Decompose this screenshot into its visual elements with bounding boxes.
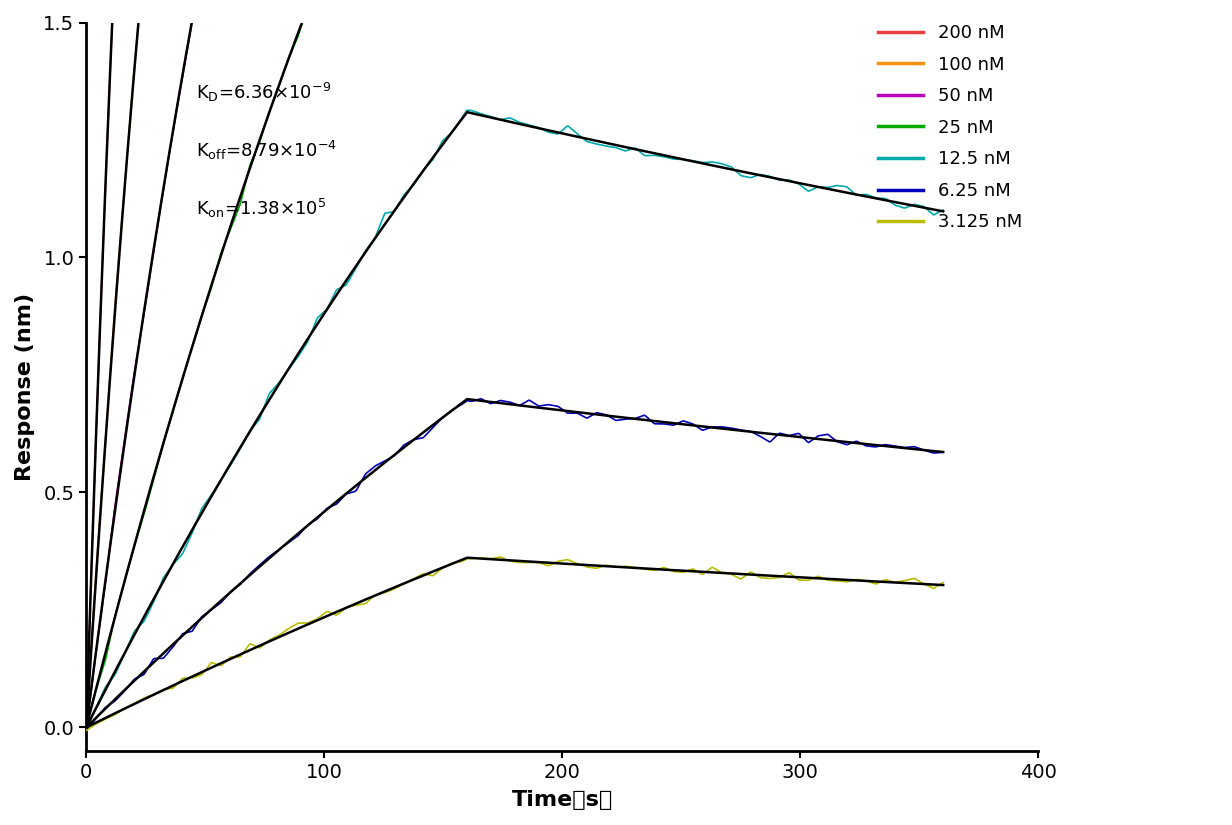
Legend: 200 nM, 100 nM, 50 nM, 25 nM, 12.5 nM, 6.25 nM, 3.125 nM: 200 nM, 100 nM, 50 nM, 25 nM, 12.5 nM, 6…	[871, 17, 1030, 238]
Text: K$_{\rm D}$=6.36×10$^{-9}$: K$_{\rm D}$=6.36×10$^{-9}$	[196, 81, 331, 104]
Text: K$_{\rm on}$=1.38×10$^{5}$: K$_{\rm on}$=1.38×10$^{5}$	[196, 197, 326, 220]
Text: K$_{\rm off}$=8.79×10$^{-4}$: K$_{\rm off}$=8.79×10$^{-4}$	[196, 139, 336, 163]
X-axis label: Time（s）: Time（s）	[511, 790, 614, 810]
Y-axis label: Response (nm): Response (nm)	[15, 293, 34, 481]
